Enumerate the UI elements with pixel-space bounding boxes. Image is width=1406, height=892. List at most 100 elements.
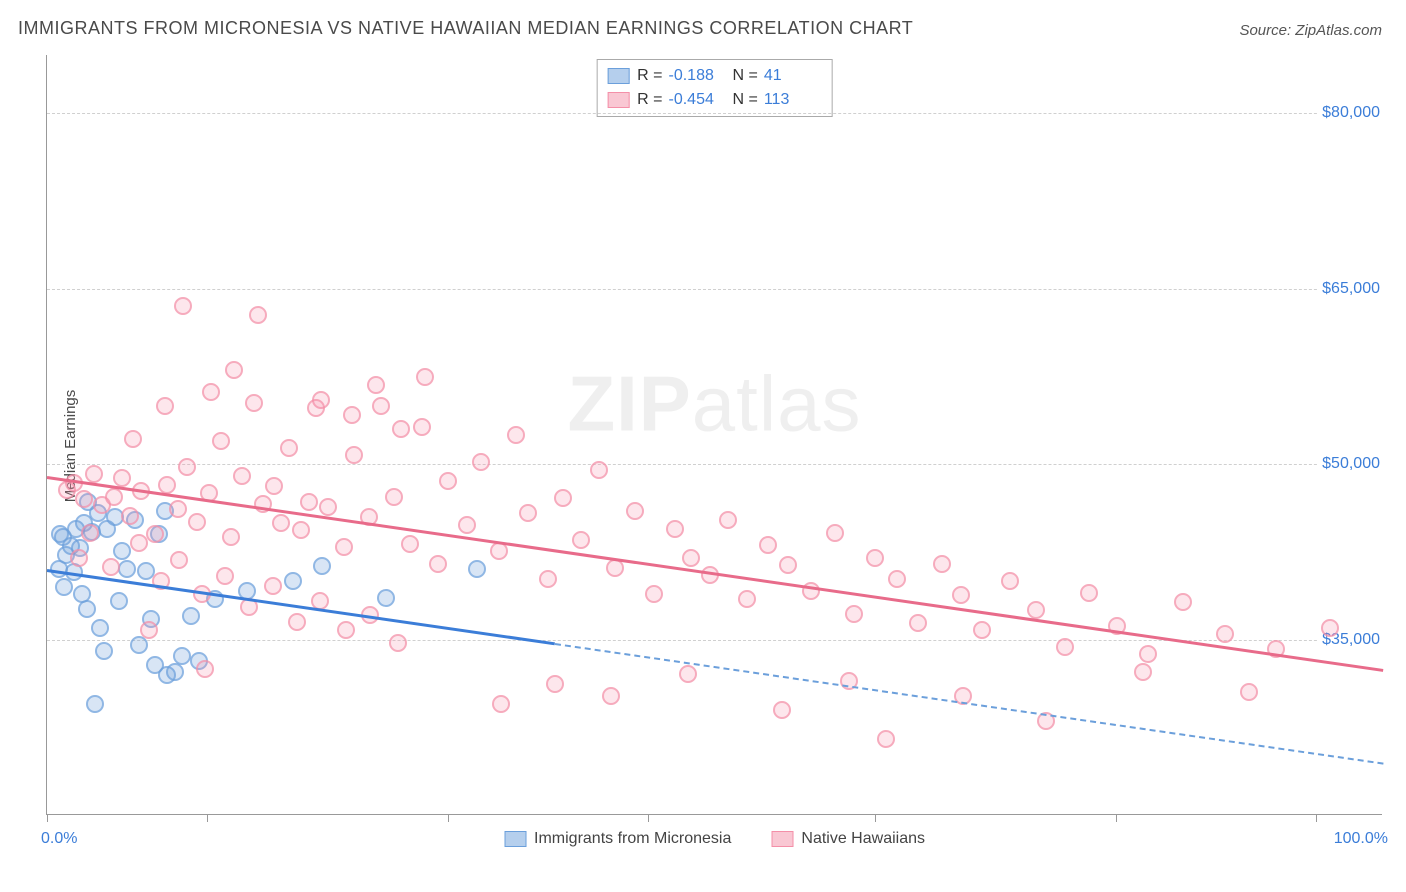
data-point bbox=[140, 621, 158, 639]
data-point bbox=[779, 556, 797, 574]
data-point bbox=[130, 636, 148, 654]
data-point bbox=[909, 614, 927, 632]
plot-area: ZIPatlas R =-0.188 N =41 R =-0.454 N =11… bbox=[46, 55, 1382, 815]
data-point bbox=[319, 498, 337, 516]
data-point bbox=[169, 500, 187, 518]
data-point bbox=[345, 446, 363, 464]
data-point bbox=[554, 489, 572, 507]
data-point bbox=[1139, 645, 1157, 663]
x-tick bbox=[1316, 814, 1317, 822]
data-point bbox=[337, 621, 355, 639]
data-point bbox=[216, 567, 234, 585]
data-point bbox=[429, 555, 447, 573]
trendline bbox=[47, 476, 1383, 672]
data-point bbox=[952, 586, 970, 604]
x-tick bbox=[1116, 814, 1117, 822]
data-point bbox=[121, 507, 139, 525]
data-point bbox=[845, 605, 863, 623]
trendline bbox=[555, 643, 1384, 765]
data-point bbox=[1216, 625, 1234, 643]
data-point bbox=[312, 391, 330, 409]
data-point bbox=[413, 418, 431, 436]
data-point bbox=[264, 577, 282, 595]
data-point bbox=[826, 524, 844, 542]
gridline bbox=[47, 464, 1382, 465]
data-point bbox=[130, 534, 148, 552]
data-point bbox=[158, 666, 176, 684]
data-point bbox=[124, 430, 142, 448]
legend-item-pink: Native Hawaiians bbox=[771, 830, 925, 848]
data-point bbox=[401, 535, 419, 553]
data-point bbox=[113, 542, 131, 560]
legend-row-pink: R =-0.454 N =113 bbox=[607, 88, 822, 112]
data-point bbox=[249, 306, 267, 324]
y-tick-label: $50,000 bbox=[1318, 455, 1384, 473]
data-point bbox=[1027, 601, 1045, 619]
data-point bbox=[170, 551, 188, 569]
correlation-legend: R =-0.188 N =41 R =-0.454 N =113 bbox=[596, 59, 833, 117]
data-point bbox=[1134, 663, 1152, 681]
series-legend: Immigrants from Micronesia Native Hawaii… bbox=[504, 830, 925, 848]
data-point bbox=[118, 560, 136, 578]
data-point bbox=[773, 701, 791, 719]
data-point bbox=[300, 493, 318, 511]
data-point bbox=[272, 514, 290, 532]
data-point bbox=[156, 397, 174, 415]
data-point bbox=[178, 458, 196, 476]
data-point bbox=[539, 570, 557, 588]
data-point bbox=[173, 647, 191, 665]
data-point bbox=[666, 520, 684, 538]
data-point bbox=[102, 558, 120, 576]
legend-item-blue: Immigrants from Micronesia bbox=[504, 830, 731, 848]
data-point bbox=[343, 406, 361, 424]
data-point bbox=[973, 621, 991, 639]
gridline bbox=[47, 289, 1382, 290]
swatch-blue bbox=[504, 831, 526, 847]
data-point bbox=[759, 536, 777, 554]
data-point bbox=[284, 572, 302, 590]
data-point bbox=[602, 687, 620, 705]
data-point bbox=[933, 555, 951, 573]
y-tick-label: $65,000 bbox=[1318, 280, 1384, 298]
data-point bbox=[70, 549, 88, 567]
data-point bbox=[313, 557, 331, 575]
data-point bbox=[458, 516, 476, 534]
data-point bbox=[492, 695, 510, 713]
data-point bbox=[78, 600, 96, 618]
data-point bbox=[202, 383, 220, 401]
data-point bbox=[95, 642, 113, 660]
x-tick bbox=[448, 814, 449, 822]
x-tick bbox=[47, 814, 48, 822]
data-point bbox=[888, 570, 906, 588]
x-tick bbox=[875, 814, 876, 822]
data-point bbox=[682, 549, 700, 567]
data-point bbox=[519, 504, 537, 522]
swatch-pink bbox=[771, 831, 793, 847]
data-point bbox=[335, 538, 353, 556]
y-tick-label: $80,000 bbox=[1318, 104, 1384, 122]
data-point bbox=[292, 521, 310, 539]
data-point bbox=[86, 695, 104, 713]
data-point bbox=[866, 549, 884, 567]
data-point bbox=[626, 502, 644, 520]
swatch-pink bbox=[607, 92, 629, 108]
data-point bbox=[196, 660, 214, 678]
data-point bbox=[416, 368, 434, 386]
x-axis-min-label: 0.0% bbox=[41, 830, 77, 848]
data-point bbox=[389, 634, 407, 652]
data-point bbox=[113, 469, 131, 487]
data-point bbox=[546, 675, 564, 693]
data-point bbox=[81, 524, 99, 542]
data-point bbox=[472, 453, 490, 471]
data-point bbox=[1080, 584, 1098, 602]
data-point bbox=[85, 465, 103, 483]
data-point bbox=[507, 426, 525, 444]
legend-row-blue: R =-0.188 N =41 bbox=[607, 64, 822, 88]
data-point bbox=[174, 297, 192, 315]
data-point bbox=[280, 439, 298, 457]
data-point bbox=[439, 472, 457, 490]
data-point bbox=[1001, 572, 1019, 590]
watermark: ZIPatlas bbox=[567, 359, 861, 450]
x-tick bbox=[207, 814, 208, 822]
data-point bbox=[645, 585, 663, 603]
